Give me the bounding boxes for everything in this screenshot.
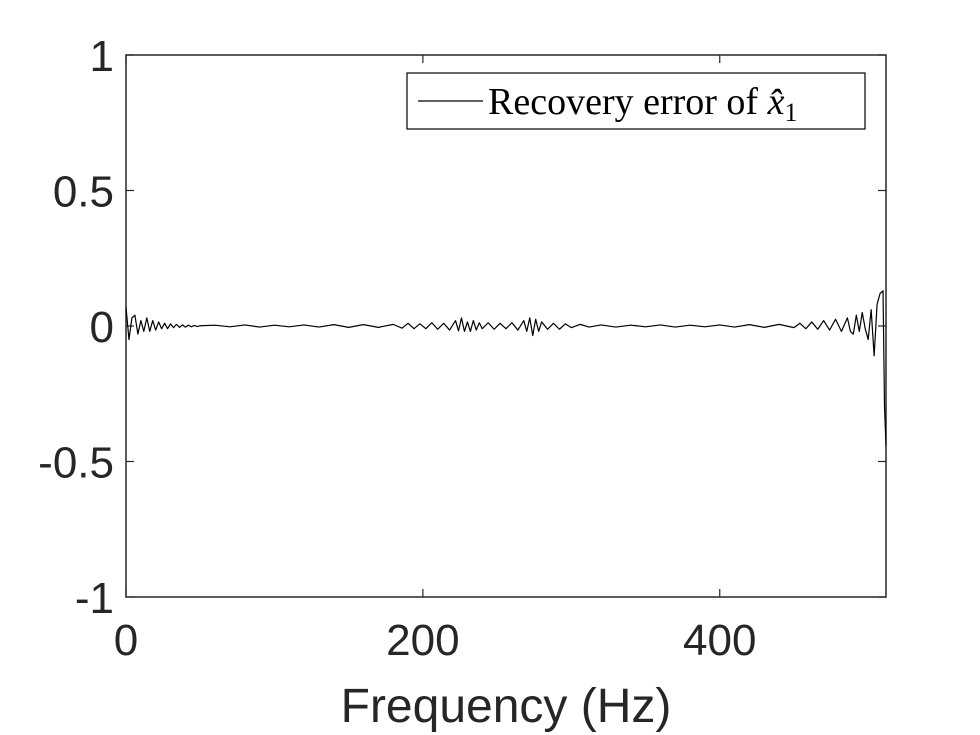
y-tick-label: -1	[75, 574, 114, 623]
tick-labels: 0 200 400 1 0.5 0 -0.5 -1	[38, 32, 756, 665]
x-tick-label: 200	[386, 616, 459, 665]
legend-label-main: Recovery error of	[488, 81, 768, 123]
x-tick-label: 400	[683, 616, 756, 665]
y-tick-label: -0.5	[38, 439, 114, 488]
legend: Recovery error of x̂1	[406, 72, 866, 130]
y-tick-label: 1	[90, 32, 114, 81]
legend-label-var: x̂	[767, 81, 785, 123]
axis-ticks	[125, 54, 886, 598]
y-tick-label: 0	[90, 303, 114, 352]
y-tick-label: 0.5	[53, 168, 114, 217]
x-tick-label: 0	[114, 616, 138, 665]
legend-box	[406, 72, 866, 130]
legend-label: Recovery error of x̂1	[488, 81, 797, 127]
series-line	[125, 290, 887, 446]
x-axis-label: Frequency (Hz)	[341, 680, 672, 733]
legend-label-sub: 1	[784, 98, 797, 127]
series-layer	[125, 290, 887, 446]
